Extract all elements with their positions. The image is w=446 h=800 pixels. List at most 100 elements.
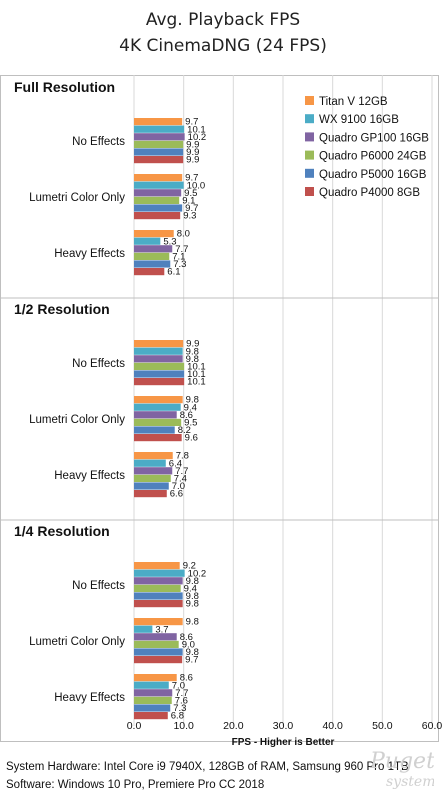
legend-swatch bbox=[305, 96, 314, 105]
x-tick-label: 30.0 bbox=[273, 720, 294, 732]
bar bbox=[134, 648, 183, 656]
bar bbox=[134, 212, 181, 220]
legend-swatch bbox=[305, 168, 314, 178]
category-label: Heavy Effects bbox=[54, 248, 125, 260]
bar bbox=[134, 181, 184, 189]
legend-entry: Titan V 12GB bbox=[319, 96, 388, 108]
data-label: 9.5 bbox=[184, 188, 197, 199]
data-label: 7.4 bbox=[174, 474, 187, 485]
data-label: 10.2 bbox=[188, 568, 207, 579]
data-label: 6.6 bbox=[170, 489, 183, 500]
x-tick-label: 0.0 bbox=[127, 720, 142, 732]
data-label: 10.2 bbox=[188, 132, 207, 143]
chart-title: Avg. Playback FPS bbox=[145, 10, 301, 30]
bar bbox=[134, 125, 185, 133]
legend-entry: WX 9100 16GB bbox=[319, 114, 399, 126]
bar bbox=[134, 245, 173, 253]
data-label: 9.9 bbox=[186, 140, 199, 151]
data-label: 7.3 bbox=[173, 703, 186, 714]
bar bbox=[134, 689, 173, 697]
bar bbox=[134, 174, 183, 182]
data-label: 6.8 bbox=[171, 711, 184, 722]
bar bbox=[134, 577, 183, 585]
data-label: 8.0 bbox=[177, 229, 190, 240]
bar bbox=[134, 133, 185, 141]
bar bbox=[134, 196, 180, 204]
data-label: 9.3 bbox=[183, 211, 196, 222]
bar bbox=[134, 148, 184, 156]
data-label: 7.7 bbox=[175, 244, 188, 255]
bar bbox=[134, 452, 173, 460]
data-label: 9.8 bbox=[186, 591, 199, 602]
data-label: 9.0 bbox=[182, 640, 195, 651]
bar bbox=[134, 618, 183, 626]
legend-swatch bbox=[305, 187, 314, 196]
data-label: 9.8 bbox=[186, 576, 199, 587]
data-label: 9.7 bbox=[185, 173, 198, 184]
category-label: Lumetri Color Only bbox=[29, 192, 125, 204]
data-label: 5.3 bbox=[163, 236, 176, 247]
group-heading: 1/2 Resolution bbox=[14, 301, 110, 317]
footer-software: Software: Windows 10 Pro, Premiere Pro C… bbox=[6, 779, 265, 791]
bar bbox=[134, 230, 174, 238]
bar bbox=[134, 490, 167, 498]
category-label: No Effects bbox=[72, 580, 125, 592]
legend-entry: Quadro P5000 16GB bbox=[319, 169, 427, 181]
data-label: 9.6 bbox=[185, 433, 198, 444]
x-tick-label: 60.0 bbox=[422, 720, 443, 732]
bar bbox=[134, 562, 180, 570]
bar bbox=[134, 696, 172, 704]
bar bbox=[134, 656, 183, 664]
bar bbox=[134, 482, 169, 490]
bar bbox=[134, 260, 171, 268]
bar bbox=[134, 378, 185, 386]
bar bbox=[134, 140, 184, 148]
data-label: 6.1 bbox=[167, 267, 180, 278]
data-label: 9.1 bbox=[182, 196, 195, 207]
bar bbox=[134, 189, 182, 197]
bar bbox=[134, 434, 182, 442]
chart-subtitle: 4K CinemaDNG (24 FPS) bbox=[119, 36, 327, 56]
x-tick-label: 10.0 bbox=[173, 720, 194, 732]
data-label: 7.0 bbox=[172, 481, 185, 492]
legend-entry: Quadro GP100 16GB bbox=[319, 132, 429, 144]
category-label: No Effects bbox=[72, 136, 125, 148]
data-label: 8.6 bbox=[180, 673, 193, 684]
bar bbox=[134, 237, 161, 245]
bar bbox=[134, 569, 185, 577]
data-label: 9.8 bbox=[186, 346, 199, 357]
data-label: 7.6 bbox=[175, 696, 188, 707]
data-label: 9.4 bbox=[184, 402, 197, 413]
bar bbox=[134, 396, 183, 404]
category-label: Lumetri Color Only bbox=[29, 636, 125, 648]
x-tick-label: 40.0 bbox=[322, 720, 343, 732]
bar bbox=[134, 340, 184, 348]
legend-swatch bbox=[305, 114, 314, 124]
data-label: 8.6 bbox=[180, 410, 193, 421]
legend-swatch bbox=[305, 150, 314, 160]
data-label: 9.7 bbox=[185, 203, 198, 214]
data-label: 7.8 bbox=[176, 451, 189, 462]
data-label: 9.8 bbox=[186, 354, 199, 365]
data-label: 7.3 bbox=[173, 259, 186, 270]
category-label: No Effects bbox=[72, 358, 125, 370]
data-label: 9.8 bbox=[186, 617, 199, 628]
bar bbox=[134, 355, 183, 363]
group-heading: 1/4 Resolution bbox=[14, 523, 110, 539]
bar bbox=[134, 418, 182, 426]
data-label: 9.9 bbox=[186, 339, 199, 350]
bar bbox=[134, 712, 168, 720]
data-label: 9.8 bbox=[186, 647, 199, 658]
data-label: 9.5 bbox=[184, 418, 197, 429]
bar bbox=[134, 467, 173, 475]
bar bbox=[134, 592, 183, 600]
bar bbox=[134, 584, 181, 592]
data-label: 7.1 bbox=[172, 252, 185, 263]
legend-entry: Quadro P4000 8GB bbox=[319, 187, 420, 199]
bar bbox=[134, 411, 177, 419]
data-label: 10.1 bbox=[187, 362, 206, 373]
data-label: 8.2 bbox=[178, 425, 191, 436]
bar bbox=[134, 681, 169, 689]
bar bbox=[134, 459, 166, 467]
